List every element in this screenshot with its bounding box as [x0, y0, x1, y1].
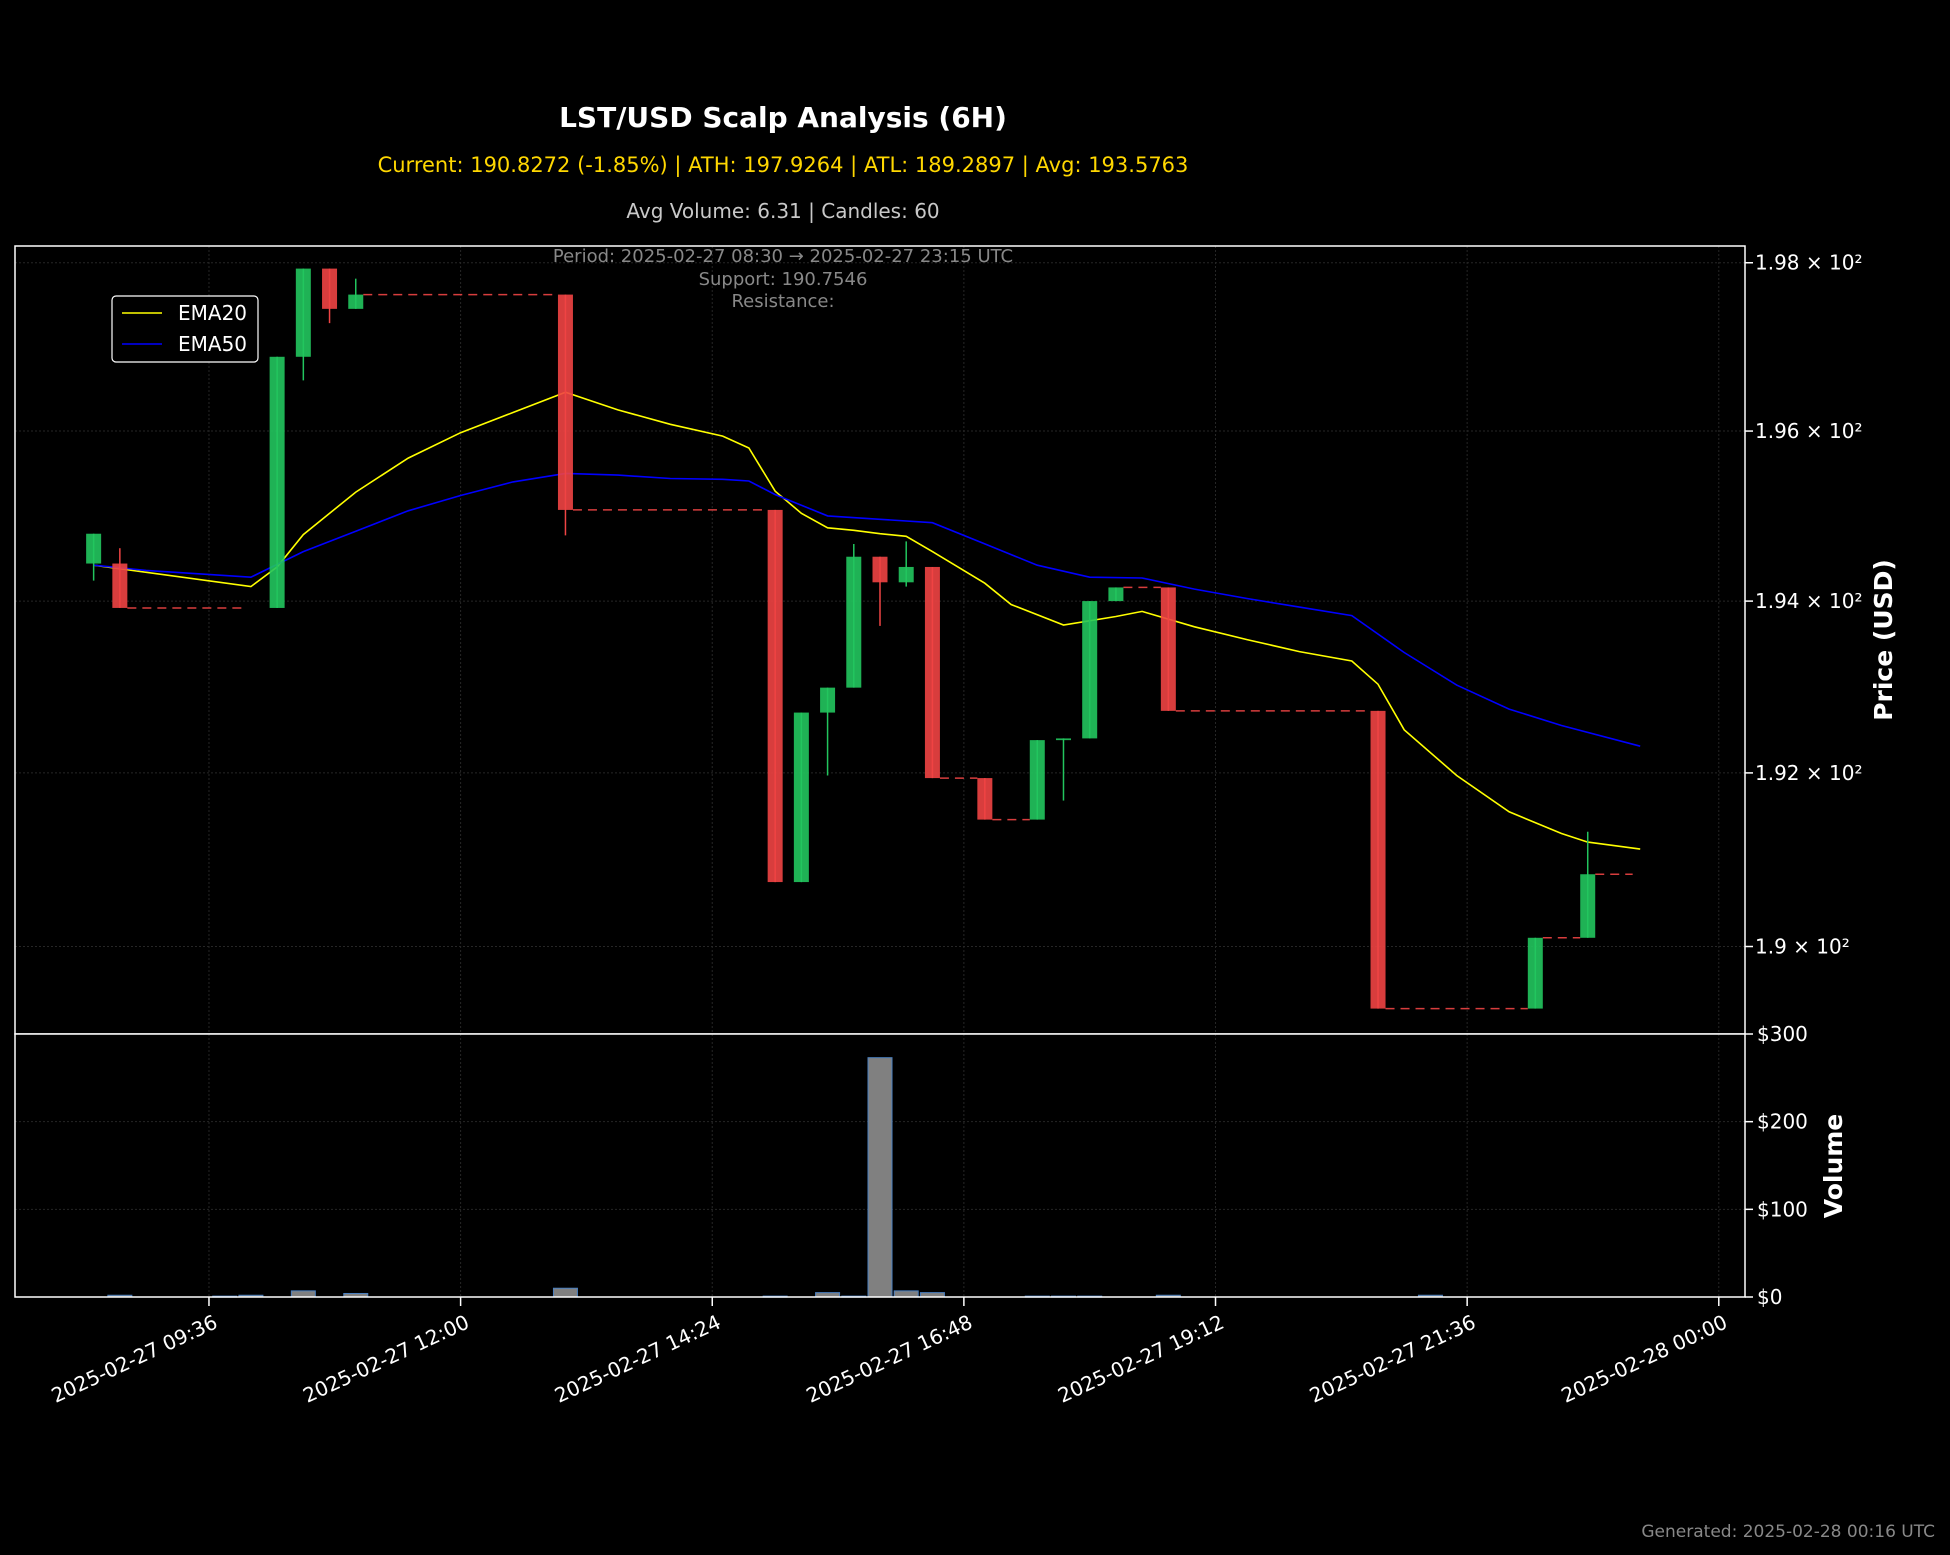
- candle-bullish: [1527, 937, 1543, 1009]
- candle-bullish: [269, 356, 285, 608]
- legend: EMA20 EMA50: [111, 295, 259, 363]
- resistance-annotation: Resistance:: [731, 291, 834, 312]
- volume-tick-label: $300: [1757, 1022, 1808, 1046]
- volume-bar: [290, 1290, 316, 1298]
- candle-bearish: [767, 509, 783, 883]
- price-axis-label: Price (USD): [1869, 559, 1898, 721]
- x-tick-label: 2025-02-27 12:00: [299, 1310, 472, 1408]
- volume-bar: [867, 1057, 893, 1298]
- volume-bar: [893, 1290, 919, 1298]
- candle-bullish: [1580, 874, 1596, 938]
- candle-bearish: [322, 268, 338, 309]
- y-tick-label: 1.92 × 10²: [1755, 761, 1862, 785]
- candle-bearish: [1160, 587, 1176, 711]
- ema50-line: [93, 472, 1641, 747]
- ema20-line: [93, 391, 1641, 850]
- volume-subtitle: Avg Volume: 6.31 | Candles: 60: [626, 199, 939, 223]
- x-tick-label: 2025-02-27 16:48: [803, 1310, 976, 1408]
- candle-bullish: [295, 268, 311, 357]
- y-tick-label: 1.94 × 10²: [1755, 589, 1862, 613]
- volume-bar: [552, 1287, 578, 1298]
- x-axis: 2025-02-27 09:36 2025-02-27 12:00 2025-02-…: [48, 1297, 1731, 1408]
- candle-bearish: [112, 563, 128, 608]
- volume-tick-label: $100: [1757, 1197, 1808, 1221]
- period-annotation: Period: 2025-02-27 08:30 → 2025-02-27 23…: [553, 246, 1013, 267]
- x-tick-label: 2025-02-28 00:00: [1557, 1310, 1730, 1408]
- stats-subtitle: Current: 190.8272 (-1.85%) | ATH: 197.92…: [378, 153, 1189, 178]
- candle-bullish: [348, 294, 364, 309]
- candle-bearish: [924, 566, 940, 779]
- candle-bullish: [1029, 740, 1045, 820]
- support-annotation: Support: 190.7546: [699, 269, 868, 290]
- x-tick-label: 2025-02-27 09:36: [48, 1310, 221, 1408]
- candle-bullish: [846, 556, 862, 688]
- y-tick-label: 1.98 × 10²: [1755, 251, 1862, 275]
- volume-tick-label: $200: [1757, 1110, 1808, 1134]
- price-panel: 1.9 × 10² 1.92 × 10² 1.94 × 10² 1.96 × 10² 1…: [14, 245, 1862, 1035]
- candle-bullish: [820, 687, 836, 713]
- candle-bullish: [898, 566, 914, 583]
- volume-frame: [14, 1033, 1746, 1298]
- generated-footer: Generated: 2025-02-28 00:16 UTC: [1641, 1522, 1935, 1542]
- x-tick-label: 2025-02-27 14:24: [551, 1310, 724, 1408]
- y-tick-label: 1.96 × 10²: [1755, 419, 1862, 443]
- candle-bearish: [872, 556, 888, 583]
- legend-label-ema20: EMA20: [178, 301, 247, 325]
- candle-bullish: [1055, 738, 1071, 741]
- chart-title: LST/USD Scalp Analysis (6H): [559, 101, 1007, 134]
- legend-label-ema50: EMA50: [178, 332, 247, 356]
- candle-bearish: [977, 778, 993, 820]
- x-tick-label: 2025-02-27 19:12: [1054, 1310, 1227, 1408]
- candle-bearish: [557, 294, 573, 510]
- candle-bearish: [1370, 710, 1386, 1009]
- volume-tick-label: $0: [1757, 1285, 1782, 1309]
- candle-bullish: [1082, 601, 1098, 739]
- x-tick-label: 2025-02-27 21:36: [1306, 1310, 1479, 1408]
- candle-bullish: [793, 712, 809, 883]
- volume-axis-label: Volume: [1819, 1114, 1848, 1219]
- candle-bullish: [1108, 587, 1124, 602]
- volume-panel: $0 $100 $200 $300: [14, 1022, 1808, 1309]
- candle-bullish: [86, 533, 102, 564]
- y-tick-label: 1.9 × 10²: [1755, 935, 1850, 959]
